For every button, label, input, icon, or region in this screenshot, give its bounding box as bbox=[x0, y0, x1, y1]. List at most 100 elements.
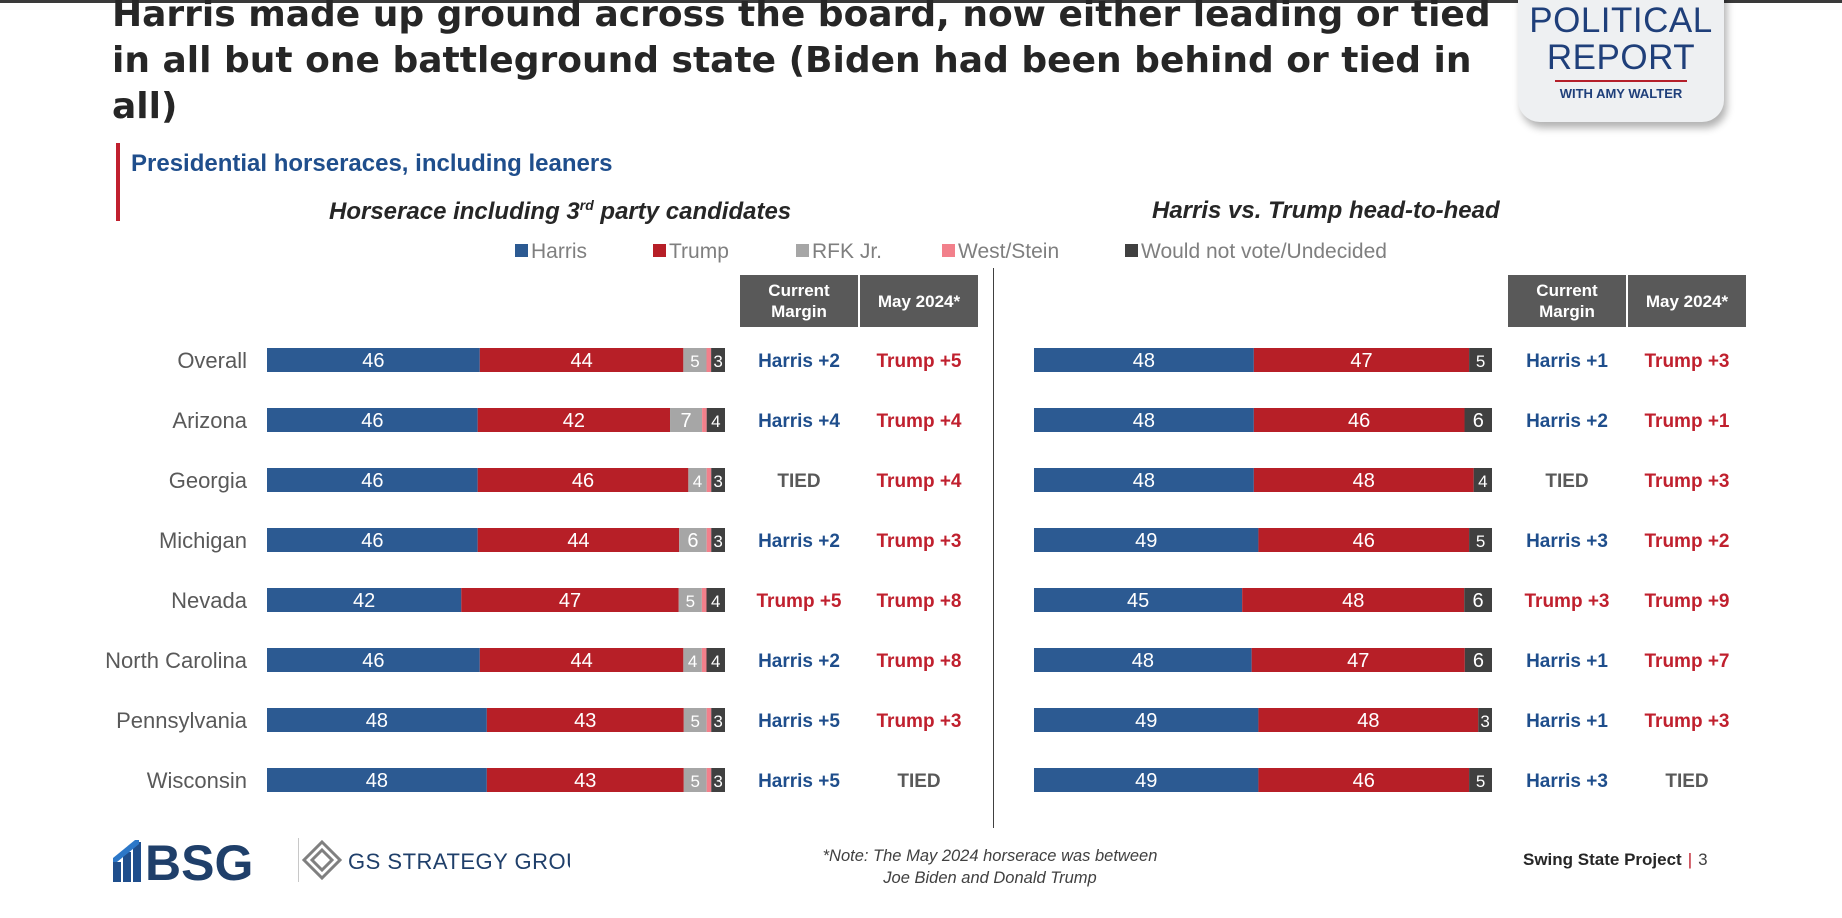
right-value-undecided-nevada: 6 bbox=[1473, 590, 1484, 612]
left-value-harris-north-carolina: 46 bbox=[362, 650, 384, 672]
left-bar-harris-wisconsin bbox=[267, 768, 487, 792]
left-value-undecided-arizona: 4 bbox=[711, 412, 720, 431]
left-current-margin-overall: Harris +2 bbox=[758, 351, 840, 372]
right-bar-harris-pennsylvania bbox=[1034, 708, 1259, 732]
left-value-harris-nevada: 42 bbox=[353, 590, 375, 612]
left-bar-harris-arizona bbox=[267, 408, 478, 432]
left-may-2024-overall: Trump +5 bbox=[877, 351, 962, 372]
row-label-north-carolina: North Carolina bbox=[105, 648, 248, 673]
left-bar-rfk-north-carolina bbox=[683, 648, 702, 672]
left-bar-weststein-overall bbox=[706, 348, 712, 372]
left-value-trump-arizona: 42 bbox=[563, 410, 585, 432]
left-value-rfk-north-carolina: 4 bbox=[688, 652, 697, 671]
left-value-trump-michigan: 44 bbox=[567, 530, 589, 552]
top-rule bbox=[0, 0, 1842, 3]
section-subtitle: Presidential horseraces, including leane… bbox=[131, 150, 613, 177]
right-value-trump-georgia: 48 bbox=[1353, 470, 1375, 492]
left-value-harris-wisconsin: 48 bbox=[366, 770, 388, 792]
right-bar-undecided-pennsylvania bbox=[1478, 708, 1492, 732]
left-bar-undecided-wisconsin bbox=[711, 768, 725, 792]
gs-strategy-group-logo: GS STRATEGY GROUP bbox=[301, 839, 570, 881]
left-value-harris-overall: 46 bbox=[362, 350, 384, 372]
right-bar-trump-wisconsin bbox=[1258, 768, 1470, 792]
bsg-text: BSG bbox=[145, 838, 253, 882]
right-value-harris-georgia: 48 bbox=[1133, 470, 1155, 492]
right-value-undecided-overall: 5 bbox=[1476, 352, 1485, 371]
left-bar-undecided-arizona bbox=[706, 408, 725, 432]
right-bar-trump-overall bbox=[1253, 348, 1470, 372]
left-current-margin-north-carolina: Harris +2 bbox=[758, 651, 840, 672]
row-label-wisconsin: Wisconsin bbox=[147, 768, 247, 793]
left-value-trump-pennsylvania: 43 bbox=[574, 710, 596, 732]
left-bar-rfk-nevada bbox=[678, 588, 702, 612]
right-current-margin-wisconsin: Harris +3 bbox=[1526, 771, 1608, 792]
left-value-harris-pennsylvania: 48 bbox=[366, 710, 388, 732]
left-panel-title-pre: Horserace including 3 bbox=[329, 198, 580, 225]
left-bar-weststein-arizona bbox=[702, 408, 707, 432]
logo-line-2: REPORT bbox=[1546, 38, 1696, 77]
right-value-trump-overall: 47 bbox=[1350, 350, 1372, 372]
right-bar-trump-arizona bbox=[1253, 408, 1465, 432]
legend-item-trump: Trump bbox=[653, 240, 729, 264]
row-label-michigan: Michigan bbox=[159, 528, 247, 553]
left-bar-rfk-overall bbox=[683, 348, 707, 372]
left-value-rfk-nevada: 5 bbox=[686, 592, 695, 611]
footer-note-line-2: Joe Biden and Donald Trump bbox=[883, 869, 1097, 887]
left-bar-harris-north-carolina bbox=[267, 648, 480, 672]
left-bar-harris-pennsylvania bbox=[267, 708, 487, 732]
row-label-nevada: Nevada bbox=[171, 588, 248, 613]
left-value-undecided-nevada: 4 bbox=[711, 592, 720, 611]
right-may-2024-pennsylvania: Trump +3 bbox=[1645, 711, 1730, 732]
row-label-pennsylvania: Pennsylvania bbox=[116, 708, 248, 733]
left-may-2024-georgia: Trump +4 bbox=[877, 471, 962, 492]
right-bar-harris-nevada bbox=[1034, 588, 1243, 612]
right-value-trump-pennsylvania: 48 bbox=[1357, 710, 1379, 732]
left-current-margin-georgia: TIED bbox=[777, 471, 820, 492]
left-value-trump-georgia: 46 bbox=[572, 470, 594, 492]
left-bar-trump-north-carolina bbox=[479, 648, 684, 672]
left-bar-trump-michigan bbox=[477, 528, 680, 552]
footer-separator: | bbox=[1687, 850, 1693, 869]
left-value-undecided-wisconsin: 3 bbox=[713, 772, 722, 791]
legend-swatch-harris bbox=[515, 244, 528, 257]
right-current-margin-nevada: Trump +3 bbox=[1525, 591, 1610, 612]
right-current-margin-header: Current Margin bbox=[1508, 275, 1626, 327]
right-may-2024-georgia: Trump +3 bbox=[1645, 471, 1730, 492]
right-value-harris-north-carolina: 48 bbox=[1132, 650, 1154, 672]
right-bar-harris-arizona bbox=[1034, 408, 1254, 432]
left-bar-weststein-wisconsin bbox=[706, 768, 712, 792]
right-value-undecided-arizona: 6 bbox=[1473, 410, 1484, 432]
right-value-trump-arizona: 46 bbox=[1348, 410, 1370, 432]
political-report-logo: POLITICAL REPORT WITH AMY WALTER bbox=[1518, 0, 1724, 122]
left-value-undecided-georgia: 3 bbox=[713, 472, 722, 491]
left-bar-rfk-wisconsin bbox=[683, 768, 707, 792]
right-bar-undecided-arizona bbox=[1464, 408, 1492, 432]
left-panel-title-post: party candidates bbox=[593, 198, 792, 225]
right-value-harris-michigan: 49 bbox=[1135, 530, 1157, 552]
right-bar-harris-georgia bbox=[1034, 468, 1254, 492]
right-bar-undecided-wisconsin bbox=[1469, 768, 1492, 792]
left-bar-trump-arizona bbox=[477, 408, 671, 432]
left-panel-title-sup: rd bbox=[579, 197, 594, 213]
left-bar-undecided-georgia bbox=[711, 468, 725, 492]
legend-label-harris: Harris bbox=[531, 240, 587, 263]
left-bar-weststein-pennsylvania bbox=[706, 708, 712, 732]
left-value-rfk-pennsylvania: 5 bbox=[690, 712, 699, 731]
left-value-rfk-wisconsin: 5 bbox=[690, 772, 699, 791]
right-bar-trump-north-carolina bbox=[1251, 648, 1465, 672]
legend-label-rfk: RFK Jr. bbox=[812, 240, 883, 263]
footer-note: *Note: The May 2024 horserace was betwee… bbox=[790, 845, 1190, 889]
footer-note-line-1: *Note: The May 2024 horserace was betwee… bbox=[822, 847, 1158, 865]
left-bar-rfk-pennsylvania bbox=[683, 708, 707, 732]
left-bar-weststein-michigan bbox=[706, 528, 712, 552]
left-may-2024-pennsylvania: Trump +3 bbox=[877, 711, 962, 732]
right-value-harris-wisconsin: 49 bbox=[1135, 770, 1157, 792]
left-current-margin-wisconsin: Harris +5 bbox=[758, 771, 840, 792]
right-may-2024-nevada: Trump +9 bbox=[1645, 591, 1730, 612]
left-may-2024-arizona: Trump +4 bbox=[877, 411, 962, 432]
right-may-2024-wisconsin: TIED bbox=[1665, 771, 1708, 792]
left-value-rfk-michigan: 6 bbox=[687, 530, 698, 552]
right-may-2024-north-carolina: Trump +7 bbox=[1645, 651, 1730, 672]
left-value-rfk-overall: 5 bbox=[690, 352, 699, 371]
legend-swatch-weststein bbox=[942, 244, 955, 257]
